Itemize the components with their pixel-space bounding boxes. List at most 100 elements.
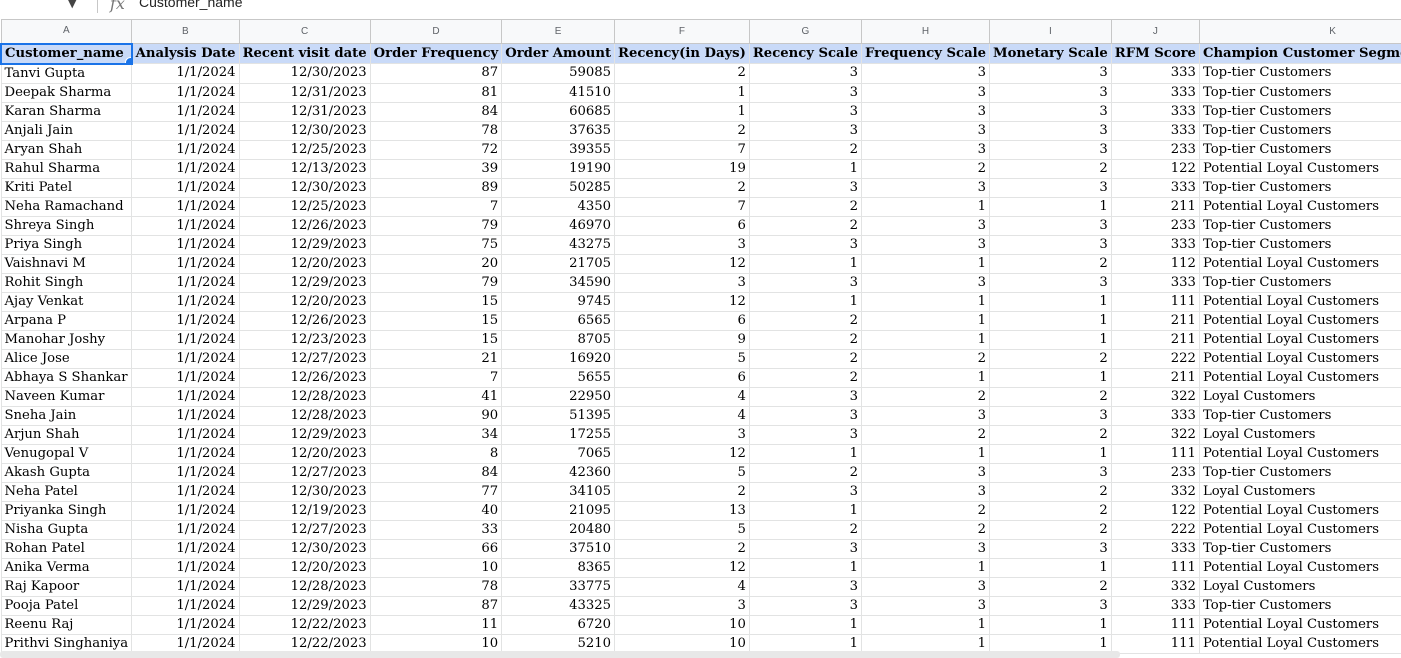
table-cell[interactable]: 39355 [501, 139, 616, 160]
table-cell[interactable]: 2 [748, 196, 862, 217]
table-cell[interactable]: 1 [860, 291, 991, 312]
table-cell[interactable]: 333 [1110, 272, 1200, 293]
table-cell[interactable]: 51395 [501, 405, 616, 426]
table-cell[interactable]: 12/27/2023 [238, 519, 371, 540]
table-cell[interactable]: 6565 [501, 310, 616, 331]
selected-cell[interactable]: Customer_name [0, 42, 133, 65]
table-cell[interactable]: 78 [369, 576, 503, 597]
table-cell[interactable]: 10 [614, 614, 750, 635]
table-cell[interactable]: 2 [614, 120, 750, 141]
table-cell[interactable]: 3 [989, 215, 1112, 236]
table-cell[interactable]: 3 [860, 120, 991, 141]
table-cell[interactable]: Neha Patel [0, 481, 133, 502]
table-cell[interactable]: 1 [989, 329, 1112, 350]
table-cell[interactable]: Top-tier Customers [1198, 272, 1401, 293]
table-cell[interactable]: 1 [748, 158, 862, 179]
table-cell[interactable]: 111 [1110, 614, 1200, 635]
table-cell[interactable]: 1/1/2024 [131, 120, 240, 141]
table-cell[interactable]: 3 [614, 595, 750, 616]
table-cell[interactable]: 333 [1110, 101, 1200, 122]
table-cell[interactable]: Raj Kapoor [0, 576, 133, 597]
table-cell[interactable]: 3 [989, 120, 1112, 141]
header-cell[interactable]: Monetary Scale [989, 43, 1112, 64]
table-cell[interactable]: Top-tier Customers [1198, 595, 1401, 616]
table-cell[interactable]: 1/1/2024 [131, 329, 240, 350]
table-cell[interactable]: 3 [748, 82, 862, 103]
header-cell[interactable]: Recency(in Days) [614, 43, 750, 64]
table-cell[interactable]: Venugopal V [0, 443, 133, 464]
table-cell[interactable]: 6 [614, 310, 750, 331]
table-cell[interactable]: Manohar Joshy [0, 329, 133, 350]
table-cell[interactable]: 3 [860, 595, 991, 616]
table-cell[interactable]: Naveen Kumar [0, 386, 133, 407]
table-cell[interactable]: 111 [1110, 557, 1200, 578]
table-cell[interactable]: 87 [369, 595, 503, 616]
table-cell[interactable]: 211 [1110, 310, 1200, 331]
table-cell[interactable]: 2 [614, 538, 750, 559]
table-cell[interactable]: 12/28/2023 [238, 576, 371, 597]
table-cell[interactable]: Top-tier Customers [1198, 177, 1401, 198]
table-cell[interactable]: 3 [860, 405, 991, 426]
table-cell[interactable]: 16920 [501, 348, 616, 369]
table-cell[interactable]: 1 [748, 557, 862, 578]
table-cell[interactable]: 3 [860, 139, 991, 160]
table-cell[interactable]: 2 [614, 177, 750, 198]
table-cell[interactable]: 2 [860, 519, 991, 540]
table-cell[interactable]: 1/1/2024 [131, 63, 240, 84]
table-cell[interactable]: 60685 [501, 101, 616, 122]
table-cell[interactable]: 3 [989, 462, 1112, 483]
table-cell[interactable]: 3 [860, 101, 991, 122]
table-cell[interactable]: 222 [1110, 519, 1200, 540]
table-cell[interactable]: 12/26/2023 [238, 215, 371, 236]
table-cell[interactable]: 59085 [501, 63, 616, 84]
table-cell[interactable]: 89 [369, 177, 503, 198]
table-cell[interactable]: Vaishnavi M [0, 253, 133, 274]
table-cell[interactable]: 3 [860, 462, 991, 483]
table-cell[interactable]: 1 [748, 253, 862, 274]
table-cell[interactable]: 12/29/2023 [238, 595, 371, 616]
table-cell[interactable]: 3 [989, 272, 1112, 293]
table-cell[interactable]: 12/29/2023 [238, 272, 371, 293]
table-cell[interactable]: Nisha Gupta [0, 519, 133, 540]
column-header-a[interactable]: A [0, 19, 133, 44]
table-cell[interactable]: 12 [614, 253, 750, 274]
table-cell[interactable]: 1 [989, 291, 1112, 312]
table-cell[interactable]: 6 [614, 215, 750, 236]
table-cell[interactable]: 1/1/2024 [131, 557, 240, 578]
table-cell[interactable]: 12/30/2023 [238, 177, 371, 198]
table-cell[interactable]: 2 [989, 481, 1112, 502]
table-cell[interactable]: 2 [989, 348, 1112, 369]
formula-input[interactable]: Customer_name [139, 0, 243, 10]
table-cell[interactable]: 1 [748, 291, 862, 312]
table-cell[interactable]: 12/25/2023 [238, 139, 371, 160]
table-cell[interactable]: Potential Loyal Customers [1198, 633, 1401, 654]
table-cell[interactable]: 3 [989, 139, 1112, 160]
table-cell[interactable]: 211 [1110, 196, 1200, 217]
table-cell[interactable]: 1/1/2024 [131, 576, 240, 597]
table-cell[interactable]: Karan Sharma [0, 101, 133, 122]
table-cell[interactable]: 21095 [501, 500, 616, 521]
table-cell[interactable]: 3 [614, 234, 750, 255]
table-cell[interactable]: 5210 [501, 633, 616, 654]
table-cell[interactable]: Potential Loyal Customers [1198, 614, 1401, 635]
table-cell[interactable]: 333 [1110, 120, 1200, 141]
table-cell[interactable]: 19 [614, 158, 750, 179]
table-cell[interactable]: 2 [989, 519, 1112, 540]
table-cell[interactable]: 2 [989, 158, 1112, 179]
table-cell[interactable]: 79 [369, 215, 503, 236]
horizontal-scrollbar[interactable] [0, 651, 1120, 658]
table-cell[interactable]: 8 [369, 443, 503, 464]
table-cell[interactable]: 7 [614, 139, 750, 160]
table-cell[interactable]: 333 [1110, 538, 1200, 559]
table-cell[interactable]: Anika Verma [0, 557, 133, 578]
header-cell[interactable]: Recent visit date [238, 43, 371, 64]
table-cell[interactable]: 3 [989, 101, 1112, 122]
table-cell[interactable]: 12/31/2023 [238, 82, 371, 103]
table-cell[interactable]: 87 [369, 63, 503, 84]
table-cell[interactable]: 111 [1110, 291, 1200, 312]
table-cell[interactable]: 37635 [501, 120, 616, 141]
table-cell[interactable]: 2 [748, 215, 862, 236]
table-cell[interactable]: 43275 [501, 234, 616, 255]
table-cell[interactable]: 3 [860, 234, 991, 255]
table-cell[interactable]: 2 [860, 386, 991, 407]
